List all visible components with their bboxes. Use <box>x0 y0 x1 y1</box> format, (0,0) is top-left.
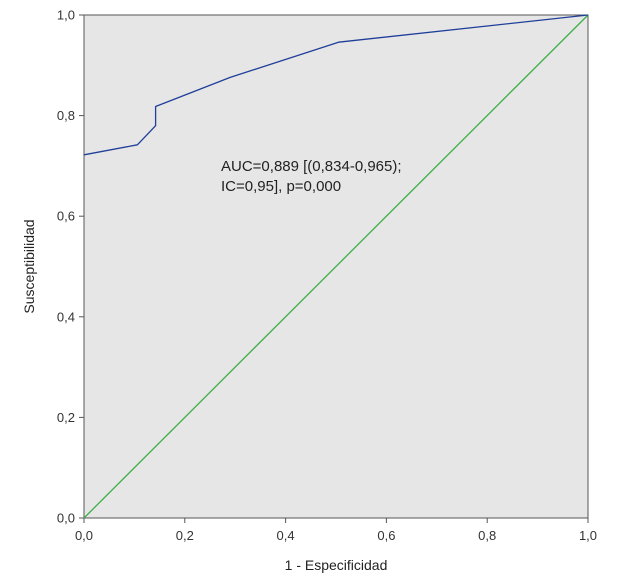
x-tick-label: 0,6 <box>377 528 395 543</box>
x-tick-label: 0,0 <box>75 528 93 543</box>
y-tick-label: 0,4 <box>57 309 75 324</box>
x-tick-label: 0,2 <box>176 528 194 543</box>
y-tick-label: 0,2 <box>57 410 75 425</box>
roc-curve-line <box>83 14 589 156</box>
y-tick-label: 0,0 <box>57 511 75 526</box>
y-axis-title: Susceptibilidad <box>21 219 37 313</box>
y-tick-label: 0,8 <box>57 108 75 123</box>
y-tick-label: 1,0 <box>57 8 75 23</box>
auc-annotation: AUC=0,889 [(0,834-0,965); IC=0,95], p=0,… <box>221 158 406 195</box>
annotation-line-1: AUC=0,889 [(0,834-0,965); <box>221 158 402 175</box>
series-layer <box>83 14 589 519</box>
x-axis-title: 1 - Especificidad <box>285 557 388 573</box>
reference-diagonal-line <box>83 14 589 519</box>
x-tick-label: 0,4 <box>277 528 295 543</box>
y-tick-label: 0,6 <box>57 209 75 224</box>
x-tick-label: 0,8 <box>478 528 496 543</box>
annotation-line-2: IC=0,95], p=0,000 <box>221 178 341 195</box>
axis-ticks: 0,0 0,2 0,4 0,6 0,8 1,0 0,0 0,2 0,4 0,6 0,8 1,0 <box>57 8 597 544</box>
x-tick-label: 1,0 <box>579 528 597 543</box>
